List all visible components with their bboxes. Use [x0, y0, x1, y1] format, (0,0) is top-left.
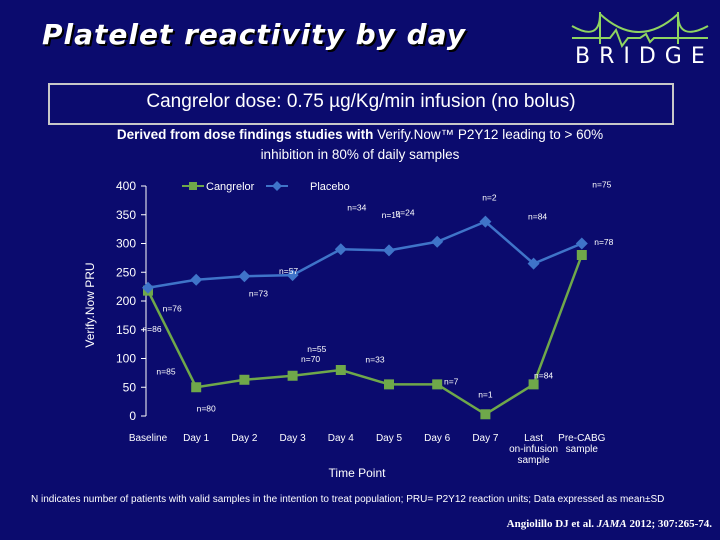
y-tick-label: 50: [123, 380, 137, 394]
x-tick-label: Baseline: [129, 433, 168, 444]
data-point-cangrelor: [384, 379, 394, 390]
legend-marker-diamond: [272, 181, 282, 191]
y-tick-label: 200: [116, 294, 136, 308]
data-point-cangrelor: [239, 374, 250, 385]
n-label: n=24: [395, 207, 414, 217]
legend-label: Placebo: [310, 181, 350, 193]
citation-journal: JAMA: [596, 518, 627, 530]
legend-label: Cangrelor: [206, 181, 255, 193]
y-tick-label: 150: [116, 323, 136, 337]
y-tick-label: 0: [129, 409, 136, 423]
subtitle: Cangrelor dose: 0.75 µg/Kg/min infusion …: [146, 91, 576, 112]
x-axis-label: Time Point: [329, 466, 387, 480]
data-point-cangrelor: [287, 370, 298, 381]
x-tick-label: on-infusion: [509, 444, 558, 455]
y-axis-label: Verify.Now PRU: [83, 262, 97, 347]
note-rest: Verify.Now™ P2Y12 leading to > 60%: [373, 127, 604, 142]
data-point-cangrelor: [432, 379, 443, 390]
data-point-cangrelor: [576, 250, 587, 260]
subtitle-box: [48, 83, 674, 125]
data-point-cangrelor: [480, 409, 491, 420]
n-label: n=80: [197, 403, 216, 413]
n-label: n=33: [365, 354, 384, 364]
x-tick-label: sample: [566, 444, 599, 455]
n-label: n=14: [382, 210, 401, 220]
y-tick-label: 100: [116, 352, 136, 366]
data-point-placebo: [431, 235, 444, 248]
n-label: n=86: [142, 324, 161, 334]
x-tick-label: Pre-CABG: [558, 433, 605, 444]
n-label: n=76: [163, 304, 182, 314]
data-point-placebo: [479, 215, 492, 228]
legend-marker-square: [189, 182, 197, 190]
series-line-placebo: [147, 220, 583, 290]
note-line-1: Derived from dose findings studies with …: [40, 127, 680, 142]
x-tick-label: Day 3: [280, 433, 307, 444]
data-point-placebo: [238, 270, 251, 283]
data-point-placebo: [334, 243, 347, 256]
n-label: n=7: [444, 376, 459, 386]
x-tick-label: Day 7: [472, 433, 499, 444]
data-point-placebo: [142, 281, 154, 294]
x-tick-label: Last: [524, 433, 543, 444]
series-line-cangrelor: [146, 254, 583, 416]
x-tick-label: Day 1: [183, 433, 210, 444]
logo-text: BRIDGE: [575, 44, 714, 69]
x-tick-label: Day 6: [424, 433, 451, 444]
n-label: n=1: [478, 389, 493, 399]
x-tick-label: sample: [517, 455, 550, 466]
citation-authors: Angiolillo DJ et al.: [506, 518, 597, 530]
n-label: n=84: [528, 212, 547, 222]
note-line-2: inhibition in 80% of daily samples: [260, 147, 460, 162]
footnote: N indicates number of patients with vali…: [31, 494, 665, 505]
y-tick-label: 400: [116, 179, 136, 193]
bridge-logo: [571, 12, 709, 49]
n-label: n=55: [307, 344, 326, 354]
data-point-cangrelor: [528, 379, 539, 390]
data-point-placebo: [286, 269, 299, 282]
data-point-placebo: [527, 257, 540, 270]
n-label: n=85: [156, 367, 175, 377]
data-point-cangrelor: [335, 365, 346, 375]
citation: Angiolillo DJ et al. JAMA 2012; 307:265-…: [507, 518, 712, 530]
data-point-placebo: [575, 237, 588, 250]
bridge-icon: [571, 12, 709, 49]
n-label: n=75: [592, 180, 611, 190]
n-label: n=70: [301, 354, 320, 364]
page-title: Platelet reactivity by day: [42, 18, 466, 51]
y-tick-label: 300: [116, 237, 136, 251]
data-point-cangrelor: [191, 382, 202, 393]
data-point-placebo: [383, 244, 395, 257]
x-tick-label: Day 4: [328, 433, 355, 444]
n-label: n=2: [482, 193, 497, 203]
n-label: n=34: [347, 202, 366, 212]
n-label: n=73: [249, 288, 268, 298]
n-label: n=84: [534, 370, 553, 380]
note-bold: Derived from dose findings studies with: [116, 127, 374, 142]
x-tick-label: Day 2: [231, 433, 258, 444]
y-tick-label: 350: [116, 208, 136, 222]
n-label: n=78: [594, 237, 613, 247]
n-label: n=57: [279, 266, 298, 276]
data-point-placebo: [190, 273, 203, 286]
y-tick-label: 250: [116, 265, 136, 279]
citation-rest: 2012; 307:265-74.: [626, 518, 713, 530]
x-tick-label: Day 5: [376, 433, 403, 444]
